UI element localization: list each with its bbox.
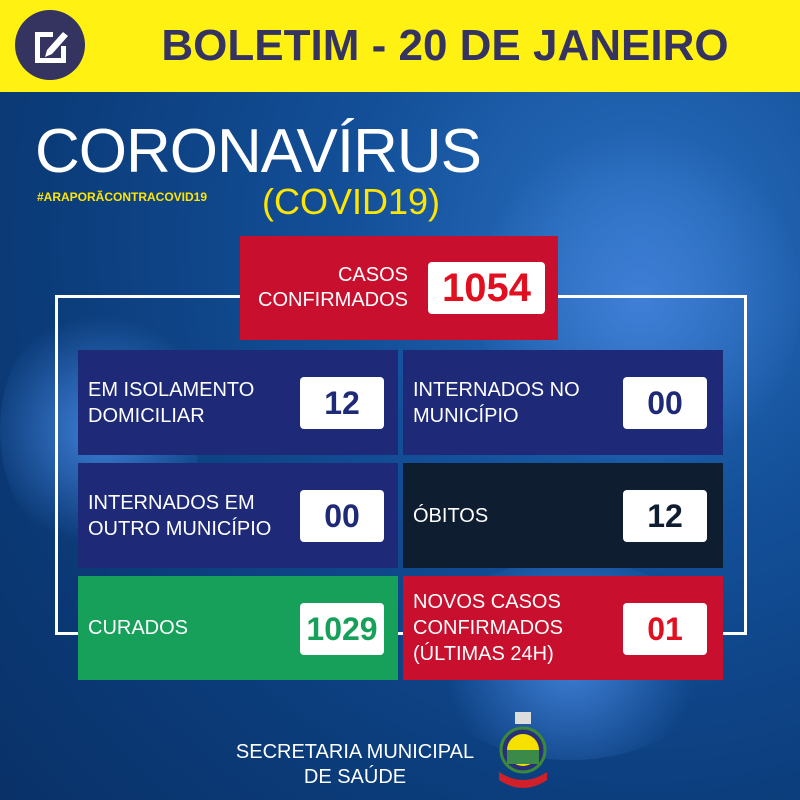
- stat-label: ÓBITOS: [413, 504, 489, 527]
- stat-label: NOVOS CASOS CONFIRMADOS (ÚLTIMAS 24H): [413, 591, 563, 665]
- confirmed-card: CASOS CONFIRMADOS 1054: [240, 236, 558, 340]
- header-bar: BOLETIM - 20 DE JANEIRO: [0, 0, 800, 92]
- stat-value: 00: [300, 490, 384, 542]
- stat-card-new-cases: NOVOS CASOS CONFIRMADOS (ÚLTIMAS 24H) 01: [403, 576, 723, 680]
- stat-label: INTERNADOS EM OUTRO MUNICÍPIO: [88, 491, 272, 540]
- stat-value: 12: [300, 377, 384, 429]
- stat-label: INTERNADOS NO MUNICÍPIO: [413, 378, 580, 427]
- stat-card-deaths: ÓBITOS 12: [403, 463, 723, 568]
- stat-value: 00: [623, 377, 707, 429]
- confirmed-value: 1054: [428, 262, 545, 314]
- stat-value: 12: [623, 490, 707, 542]
- headline-title: CORONAVÍRUS: [35, 117, 482, 186]
- stat-card-isolation: EM ISOLAMENTO DOMICILIAR 12: [78, 350, 398, 455]
- stat-value: 01: [623, 603, 707, 655]
- stat-label: CURADOS: [88, 617, 189, 639]
- stat-card-recovered: CURADOS 1029: [78, 576, 398, 680]
- confirmed-label: CASOS CONFIRMADOS: [258, 264, 408, 311]
- page-title: BOLETIM - 20 DE JANEIRO: [161, 21, 729, 70]
- edit-icon: [15, 10, 85, 80]
- stat-card-hospitalized-other: INTERNADOS EM OUTRO MUNICÍPIO 00: [78, 463, 398, 568]
- stat-label: EM ISOLAMENTO DOMICILIAR: [88, 378, 255, 427]
- hashtag: #ARAPORÃCONTRACOVID19: [37, 190, 208, 204]
- stat-value: 1029: [300, 603, 384, 655]
- municipal-crest-logo: [495, 710, 551, 799]
- footer-text: SECRETARIA MUNICIPAL DE SAÚDE: [235, 741, 475, 788]
- headline-subtitle: (COVID19): [262, 181, 441, 222]
- stat-card-hospitalized-local: INTERNADOS NO MUNICÍPIO 00: [403, 350, 723, 455]
